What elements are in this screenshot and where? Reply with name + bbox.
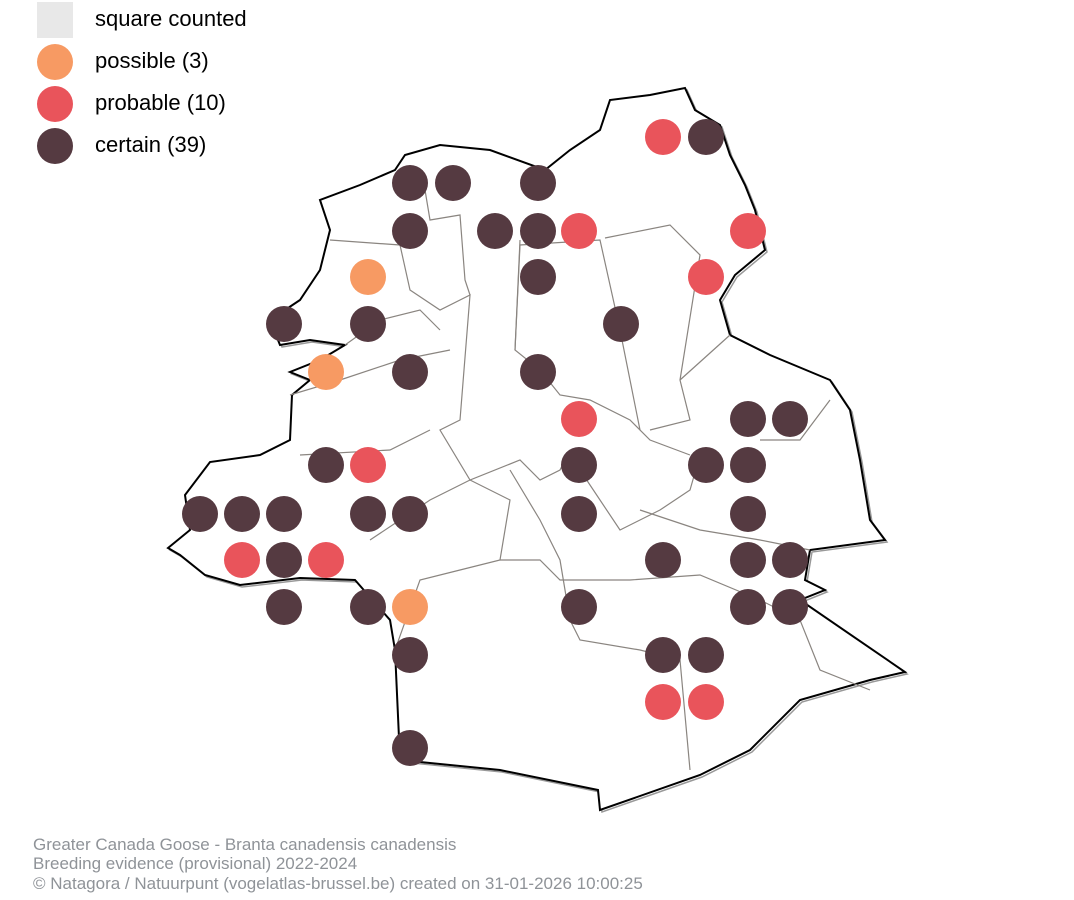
legend-label: square counted [95, 6, 247, 31]
dot-certain [266, 496, 302, 532]
dot-certain [772, 401, 808, 437]
dot-probable [350, 447, 386, 483]
dot-certain [688, 119, 724, 155]
legend-swatch [37, 128, 73, 164]
dot-certain [688, 637, 724, 673]
dot-probable [561, 401, 597, 437]
legend-label: probable (10) [95, 90, 226, 115]
dot-certain [392, 213, 428, 249]
dot-certain [266, 589, 302, 625]
dot-certain [772, 589, 808, 625]
dot-certain [392, 637, 428, 673]
dot-certain [266, 306, 302, 342]
dot-probable [224, 542, 260, 578]
dot-probable [688, 684, 724, 720]
dot-certain [520, 354, 556, 390]
dot-certain [350, 306, 386, 342]
dot-certain [224, 496, 260, 532]
dot-certain [520, 259, 556, 295]
dot-certain [520, 165, 556, 201]
dot-certain [730, 401, 766, 437]
dot-certain [520, 213, 556, 249]
dot-certain [477, 213, 513, 249]
legend-swatch [37, 2, 73, 38]
dot-certain [182, 496, 218, 532]
dot-certain [266, 542, 302, 578]
dot-certain [350, 496, 386, 532]
legend-label: certain (39) [95, 132, 206, 157]
footer-line: Greater Canada Goose - Branta canadensis… [33, 835, 456, 854]
dot-possible [308, 354, 344, 390]
footer-line: © Natagora / Natuurpunt (vogelatlas-brus… [33, 874, 643, 893]
legend-label: possible (3) [95, 48, 209, 73]
dot-certain [561, 496, 597, 532]
legend: square counted possible (3) probable (10… [37, 2, 247, 164]
dot-certain [772, 542, 808, 578]
dot-probable [645, 684, 681, 720]
dot-certain [730, 447, 766, 483]
dot-certain [645, 542, 681, 578]
dot-certain [392, 354, 428, 390]
dot-certain [392, 496, 428, 532]
dot-certain [688, 447, 724, 483]
legend-swatch [37, 44, 73, 80]
dot-probable [730, 213, 766, 249]
municipality-borders [289, 189, 871, 771]
observation-dots [182, 119, 808, 766]
dot-possible [350, 259, 386, 295]
legend-swatch [37, 86, 73, 122]
dot-certain [350, 589, 386, 625]
dot-probable [561, 213, 597, 249]
dot-certain [730, 542, 766, 578]
dot-certain [730, 496, 766, 532]
dot-certain [561, 589, 597, 625]
dot-certain [392, 165, 428, 201]
dot-certain [561, 447, 597, 483]
dot-certain [435, 165, 471, 201]
dot-probable [308, 542, 344, 578]
dot-certain [730, 589, 766, 625]
dot-probable [645, 119, 681, 155]
dot-certain [645, 637, 681, 673]
dot-possible [392, 589, 428, 625]
dot-probable [688, 259, 724, 295]
dot-certain [603, 306, 639, 342]
footer-line: Breeding evidence (provisional) 2022-202… [33, 854, 357, 873]
dot-certain [308, 447, 344, 483]
footer: Greater Canada Goose - Branta canadensis… [33, 835, 643, 893]
dot-certain [392, 730, 428, 766]
